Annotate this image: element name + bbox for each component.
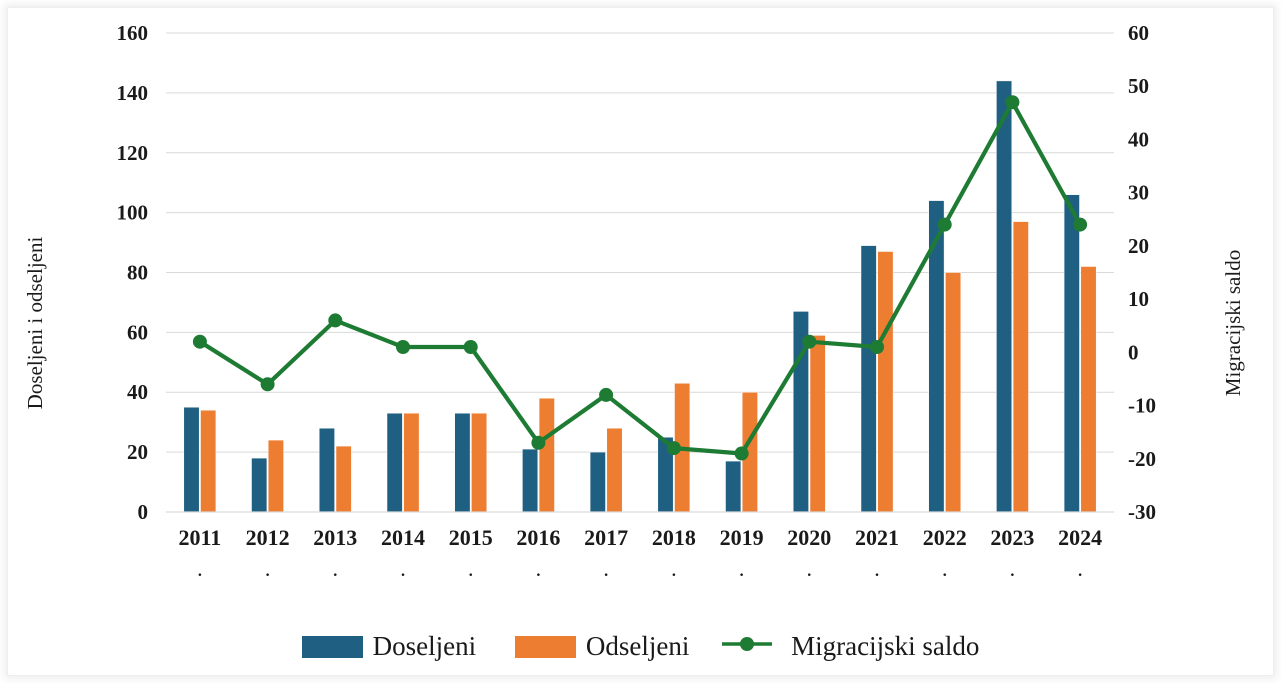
svg-text:.: . [197,556,203,581]
svg-text:-20: -20 [1128,447,1156,471]
svg-text:100: 100 [117,201,149,225]
svg-text:2019: 2019 [720,525,764,550]
svg-text:40: 40 [1128,127,1149,151]
svg-text:2020: 2020 [787,525,831,550]
svg-text:.: . [1010,556,1016,581]
svg-text:-30: -30 [1128,500,1156,524]
svg-text:80: 80 [127,261,148,285]
svg-text:2021: 2021 [855,525,899,550]
svg-text:.: . [739,556,745,581]
svg-text:2022: 2022 [923,525,967,550]
svg-text:Migracijski saldo: Migracijski saldo [1221,250,1245,396]
svg-text:40: 40 [127,380,148,404]
svg-text:.: . [603,556,609,581]
svg-text:.: . [468,556,474,581]
svg-text:160: 160 [117,21,149,45]
svg-text:.: . [536,556,542,581]
svg-text:2015: 2015 [449,525,493,550]
svg-text:.: . [1077,556,1083,581]
svg-text:Doseljeni i odseljeni: Doseljeni i odseljeni [23,237,47,410]
svg-text:.: . [807,556,813,581]
svg-text:-10: -10 [1128,394,1156,418]
svg-text:2012: 2012 [246,525,290,550]
svg-text:2017: 2017 [584,525,628,550]
svg-text:2011: 2011 [179,525,222,550]
svg-text:2023: 2023 [990,525,1034,550]
svg-text:2016: 2016 [516,525,560,550]
svg-text:.: . [400,556,406,581]
svg-text:2014: 2014 [381,525,425,550]
svg-text:30: 30 [1128,181,1149,205]
svg-text:120: 120 [117,141,149,165]
svg-text:.: . [265,556,271,581]
svg-text:2024: 2024 [1058,525,1102,550]
svg-text:0: 0 [138,500,149,524]
svg-text:20: 20 [1128,234,1149,258]
svg-text:2013: 2013 [313,525,357,550]
svg-text:.: . [671,556,677,581]
svg-text:.: . [942,556,948,581]
svg-text:20: 20 [127,440,148,464]
svg-text:2018: 2018 [652,525,696,550]
svg-text:60: 60 [1128,21,1149,45]
svg-text:0: 0 [1128,340,1139,364]
svg-text:.: . [874,556,880,581]
svg-text:60: 60 [127,320,148,344]
svg-text:140: 140 [117,81,149,105]
svg-text:.: . [333,556,339,581]
svg-text:10: 10 [1128,287,1149,311]
svg-text:50: 50 [1128,74,1149,98]
